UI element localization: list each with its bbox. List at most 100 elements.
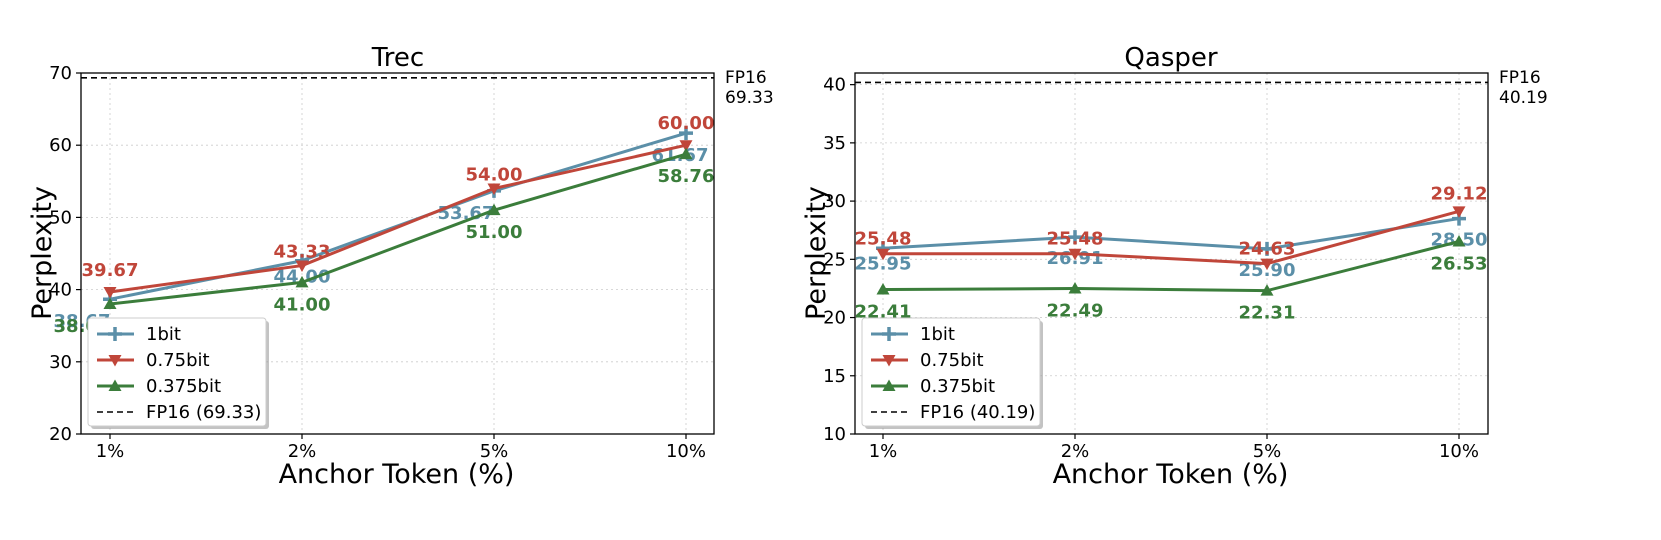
y-axis-label: Perplexity <box>27 186 58 320</box>
data-label-0.375bit-5%: 51.00 <box>466 222 523 243</box>
legend: 1bit 0.75bit 0.375bit FP16 (69.33) <box>87 317 269 429</box>
y-tick-label-5: 35 <box>823 133 846 154</box>
data-label-1bit-5%: 53.67 <box>438 203 495 224</box>
reference-label-value: 69.33 <box>725 88 774 108</box>
reference-label-value: 40.19 <box>1499 88 1548 108</box>
series-line-0.375bit <box>882 240 1460 293</box>
data-label-0.375bit-2%: 22.49 <box>1047 301 1104 322</box>
legend-label-reference: FP16 (40.19) <box>920 402 1035 423</box>
data-label-0.375bit-10%: 58.76 <box>658 166 715 187</box>
data-label-1bit-1%: 25.95 <box>855 253 912 274</box>
data-point-0.75bit-2% <box>295 260 309 273</box>
data-label-0.75bit-1%: 25.48 <box>855 229 912 250</box>
legend-label-0.75bit: 0.75bit <box>146 350 210 371</box>
x-tick-label-3: 10% <box>666 441 706 462</box>
data-label-0.375bit-10%: 26.53 <box>1431 254 1488 275</box>
x-tick-label-1: 2% <box>1061 441 1090 462</box>
legend-label-reference: FP16 (69.33) <box>146 402 261 423</box>
data-point-0.375bit-5% <box>487 203 501 216</box>
data-label-0.75bit-2%: 43.33 <box>274 242 331 263</box>
data-point-0.375bit-1% <box>103 297 117 310</box>
legend-label-1bit: 1bit <box>146 324 181 345</box>
x-tick-label-0: 1% <box>869 441 898 462</box>
legend-marker-1bit <box>882 327 896 341</box>
y-tick-label-3: 50 <box>49 207 72 228</box>
x-axis-label: Anchor Token (%) <box>279 459 515 490</box>
data-point-0.375bit-10% <box>1452 235 1466 247</box>
reference-label-name: FP16 <box>725 68 767 88</box>
series-0.375bit: 22.41 22.49 22.31 26.53 <box>855 235 1488 324</box>
y-tick-label-1: 15 <box>823 366 846 387</box>
data-point-0.75bit-1% <box>876 248 890 261</box>
data-label-0.375bit-5%: 22.31 <box>1239 303 1296 324</box>
reference-label-name: FP16 <box>1499 68 1541 88</box>
legend-label-0.375bit: 0.375bit <box>146 376 221 397</box>
legend-marker-0.75bit <box>108 355 122 367</box>
series-line-0.375bit <box>109 152 687 306</box>
y-axis-label: Perplexity <box>801 186 832 320</box>
legend-marker-1bit <box>108 327 122 341</box>
data-label-0.75bit-2%: 25.48 <box>1047 229 1104 250</box>
chart-title: Qasper <box>1124 43 1217 73</box>
data-label-0.375bit-2%: 41.00 <box>274 294 331 315</box>
series-1bit: 25.9526.9125.9028.50 <box>855 211 1487 281</box>
x-axis-label: Anchor Token (%) <box>1053 459 1289 490</box>
legend-label-1bit: 1bit <box>920 324 955 345</box>
legend-box <box>861 317 1041 427</box>
chart-panel-qasper: FP1640.1925.9526.9125.9028.5025.4825.482… <box>801 43 1548 490</box>
y-tick-label-4: 60 <box>49 135 72 156</box>
y-tick-label-2: 40 <box>49 280 72 301</box>
chart-title: Trec <box>371 43 424 73</box>
x-tick-label-3: 10% <box>1439 441 1479 462</box>
data-label-0.75bit-5%: 54.00 <box>466 165 523 186</box>
series-line-0.75bit <box>109 143 687 294</box>
data-point-1bit-10% <box>679 126 693 141</box>
x-tick-label-1: 2% <box>288 441 317 462</box>
y-tick-label-4: 30 <box>823 191 846 212</box>
series-line-0.75bit <box>883 209 1460 266</box>
y-tick-label-0: 20 <box>49 424 72 445</box>
data-point-0.75bit-5% <box>487 183 501 196</box>
data-point-0.375bit-2% <box>1068 282 1082 294</box>
data-point-0.375bit-2% <box>295 275 309 288</box>
data-label-1bit-5%: 25.90 <box>1239 260 1296 281</box>
data-label-0.75bit-10%: 60.00 <box>658 113 715 134</box>
series-0.75bit: 39.67 43.33 54.00 60.00 <box>82 113 715 299</box>
legend-label-0.75bit: 0.75bit <box>920 350 984 371</box>
plot-frame <box>854 72 1489 435</box>
data-label-0.75bit-5%: 24.63 <box>1239 239 1296 260</box>
series-line-1bit <box>882 217 1460 251</box>
x-tick-label-0: 1% <box>96 441 125 462</box>
series-0.75bit: 25.48 25.48 24.63 29.12 <box>855 183 1488 271</box>
legend: 1bit 0.75bit 0.375bit FP16 (40.19) <box>861 317 1043 429</box>
data-label-0.375bit-1%: 22.41 <box>855 301 912 322</box>
legend-marker-0.375bit <box>882 379 896 391</box>
data-point-0.75bit-2% <box>1068 248 1082 261</box>
data-point-0.75bit-10% <box>1452 206 1466 218</box>
y-tick-label-0: 10 <box>823 424 846 445</box>
y-tick-label-5: 70 <box>49 63 72 84</box>
y-tick-label-2: 20 <box>823 308 846 329</box>
legend-label-0.375bit: 0.375bit <box>920 376 995 397</box>
legend-marker-0.375bit <box>108 379 122 391</box>
x-tick-label-2: 5% <box>480 441 509 462</box>
data-point-0.375bit-10% <box>679 147 693 160</box>
data-label-0.75bit-1%: 39.67 <box>82 260 139 281</box>
data-point-0.375bit-1% <box>876 282 890 295</box>
y-tick-label-6: 40 <box>823 75 846 96</box>
data-point-0.75bit-1% <box>103 286 117 299</box>
data-label-0.75bit-10%: 29.12 <box>1431 183 1488 204</box>
legend-marker-0.75bit <box>882 355 896 367</box>
data-point-0.75bit-10% <box>679 140 693 152</box>
legend-box <box>87 317 267 427</box>
data-point-0.75bit-5% <box>1260 258 1274 271</box>
y-tick-label-3: 25 <box>823 249 846 270</box>
series-line-1bit <box>109 131 687 301</box>
plot-frame <box>80 72 715 435</box>
data-point-1bit-5% <box>1260 241 1274 256</box>
data-point-0.375bit-5% <box>1260 284 1274 296</box>
